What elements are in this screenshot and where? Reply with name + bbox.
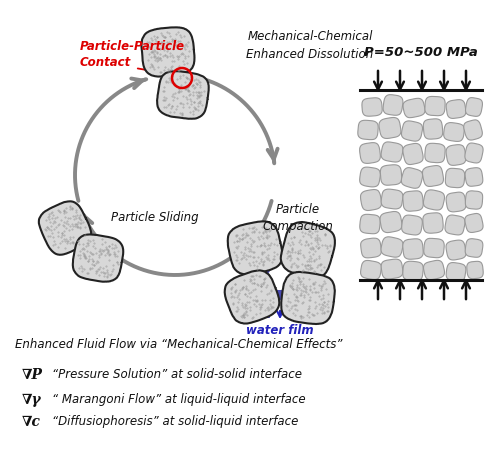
Polygon shape [422,213,442,233]
Polygon shape [360,261,381,279]
Text: Particle-Particle
Contact: Particle-Particle Contact [80,40,185,70]
Polygon shape [224,270,279,323]
Polygon shape [445,169,464,188]
Polygon shape [465,191,482,209]
Polygon shape [424,97,444,116]
Polygon shape [359,167,380,187]
Polygon shape [401,215,422,235]
Polygon shape [445,262,465,281]
Text: Mechanical-Chemical
Enhanced Dissolution: Mechanical-Chemical Enhanced Dissolution [246,30,373,61]
Polygon shape [361,98,382,116]
Polygon shape [378,118,400,138]
Text: water film: water film [245,323,313,337]
Polygon shape [402,98,424,118]
Polygon shape [360,238,381,258]
Polygon shape [423,260,444,280]
Text: ∇γ: ∇γ [22,393,41,407]
Polygon shape [379,212,401,233]
Polygon shape [281,272,334,324]
Polygon shape [380,237,402,257]
Polygon shape [464,239,482,257]
Text: P=50~500 MPa: P=50~500 MPa [364,45,477,59]
Text: Enhanced Fluid Flow via “Mechanical-Chemical Effects”: Enhanced Fluid Flow via “Mechanical-Chem… [15,338,342,351]
Polygon shape [249,253,309,318]
Polygon shape [227,221,282,274]
Polygon shape [401,121,422,141]
Polygon shape [464,213,482,233]
Polygon shape [445,100,465,119]
Polygon shape [73,234,123,282]
Text: Particle
Compaction: Particle Compaction [262,203,333,233]
Polygon shape [422,165,443,186]
Polygon shape [157,71,208,119]
Text: “Diffusiophoresis” at solid-liquid interface: “Diffusiophoresis” at solid-liquid inter… [52,415,298,429]
Polygon shape [424,143,444,163]
Polygon shape [423,119,442,139]
Polygon shape [445,145,465,165]
Polygon shape [401,168,422,188]
Polygon shape [464,143,482,163]
Polygon shape [463,120,481,140]
Polygon shape [465,98,482,116]
Polygon shape [402,143,422,164]
Polygon shape [359,142,380,164]
Polygon shape [423,190,444,210]
Polygon shape [402,239,422,259]
Polygon shape [357,120,377,140]
Polygon shape [39,202,91,255]
Text: “Pressure Solution” at solid-solid interface: “Pressure Solution” at solid-solid inter… [52,369,302,382]
Polygon shape [423,238,443,258]
Polygon shape [383,95,402,115]
Polygon shape [402,261,422,281]
Polygon shape [381,259,402,279]
Text: “ Marangoni Flow” at liquid-liquid interface: “ Marangoni Flow” at liquid-liquid inter… [52,393,305,407]
Polygon shape [280,222,334,278]
Polygon shape [380,142,402,162]
Polygon shape [141,27,194,76]
Polygon shape [445,240,465,260]
Polygon shape [444,215,464,235]
Text: ∇P: ∇P [22,368,43,382]
Polygon shape [443,123,463,142]
Polygon shape [464,168,482,186]
Polygon shape [402,191,422,211]
Polygon shape [380,189,402,209]
Polygon shape [445,192,465,212]
Text: Particle Sliding: Particle Sliding [111,212,199,224]
Polygon shape [359,214,379,234]
Text: ∇c: ∇c [22,415,41,429]
Polygon shape [466,262,482,278]
Polygon shape [360,190,381,211]
Polygon shape [380,165,401,185]
